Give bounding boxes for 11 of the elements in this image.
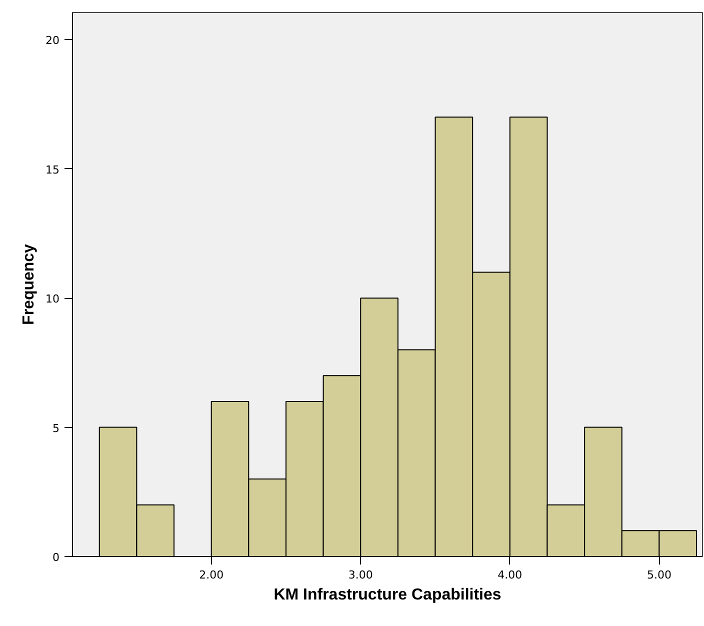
x-axis-title: KM Infrastructure Capabilities [274, 586, 502, 604]
y-tick-label: 0 [52, 551, 60, 564]
y-tick-label: 15 [46, 163, 60, 176]
y-tick-label: 20 [46, 34, 60, 48]
x-tick-label: 4.00 [498, 568, 522, 582]
x-tick-label: 2.00 [199, 568, 224, 582]
y-tick-label: 10 [46, 292, 60, 306]
x-tick-label: 3.00 [348, 568, 373, 582]
y-tick-label: 5 [52, 422, 60, 435]
x-tick-label: 5.00 [646, 568, 672, 582]
y-axis-title: Frequency [20, 244, 38, 325]
